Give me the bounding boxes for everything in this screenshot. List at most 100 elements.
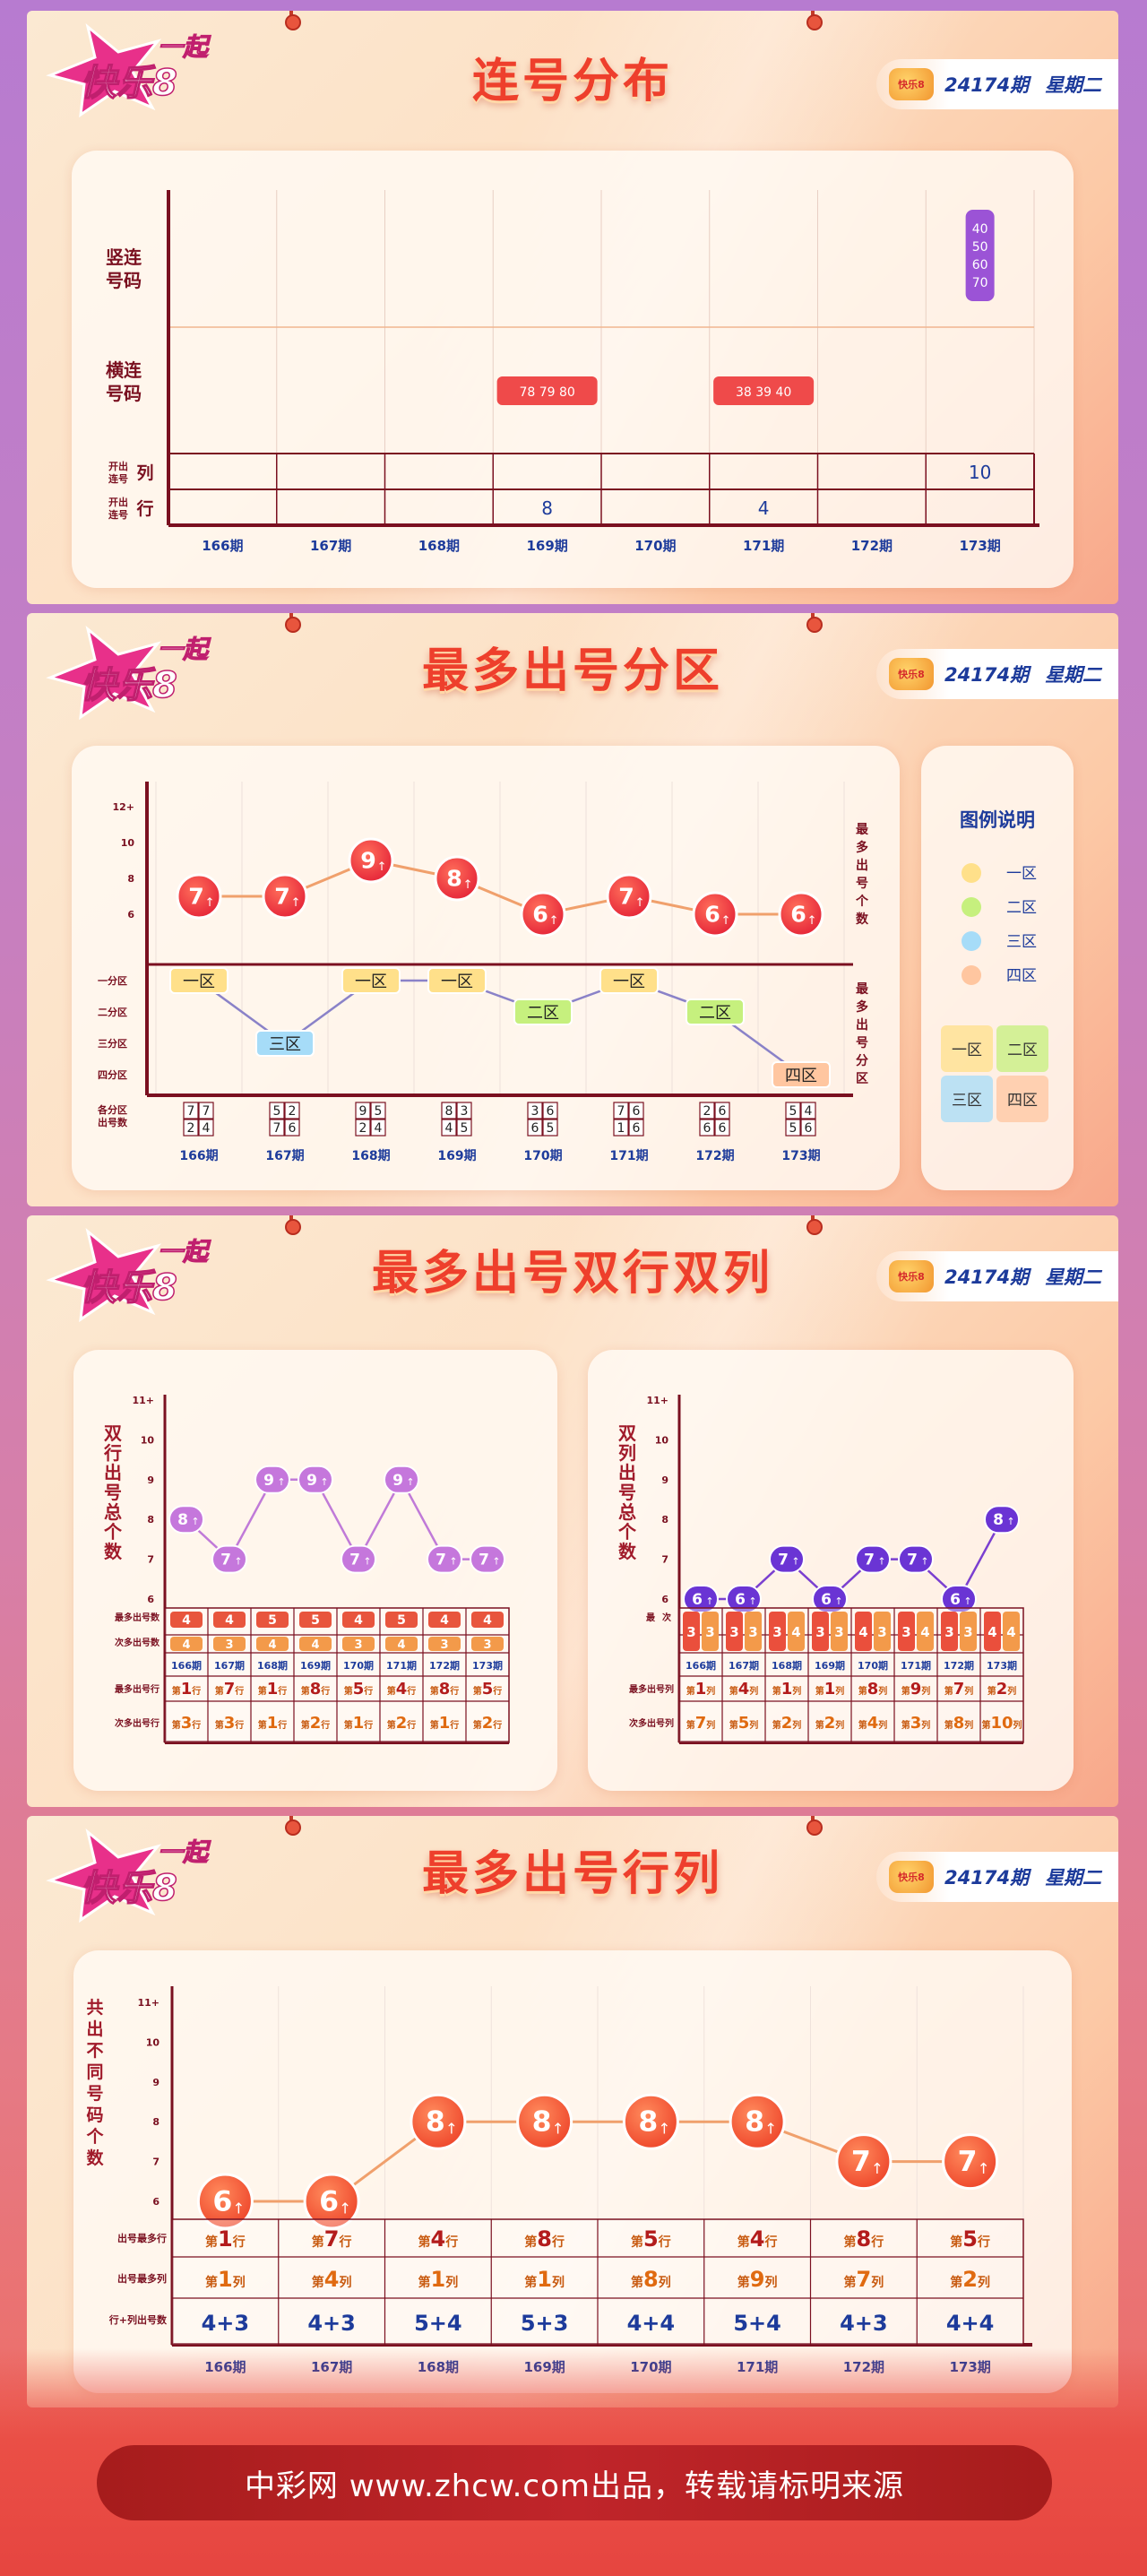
up-arrow-icon: ↑ xyxy=(978,2160,990,2177)
y-axis-label: 个 xyxy=(855,894,869,909)
zone-count-cell xyxy=(542,1119,558,1137)
horizontal-run-numbers: 78 79 80 xyxy=(519,385,574,400)
count-value: 4 xyxy=(1006,1624,1015,1640)
max-rank: 第1行 xyxy=(172,1680,202,1699)
rank-part: 2 xyxy=(781,1714,793,1733)
rank-cell: 第8列 xyxy=(631,2267,671,2292)
count-badge xyxy=(874,1612,891,1651)
up-arrow-icon: ↑ xyxy=(764,2121,777,2138)
second-rank: 第10列 xyxy=(981,1714,1022,1733)
x-tick-label: 167期 xyxy=(214,1659,245,1672)
y-tick-label: 10 xyxy=(655,1434,669,1446)
rank-part: 列 xyxy=(792,1685,801,1697)
zone-count-cell xyxy=(714,1119,730,1137)
rank-part: 第 xyxy=(944,1685,953,1697)
y-axis-label: 行 xyxy=(103,1442,122,1464)
rank-part: 第 xyxy=(418,2275,431,2290)
legend-swatch xyxy=(962,897,981,917)
total-point: 7 ↑ xyxy=(898,1544,934,1574)
rank-part: 第 xyxy=(524,2275,537,2290)
point-value: 6 xyxy=(950,1591,961,1609)
rank-part: 2 xyxy=(310,1714,322,1733)
max-rank: 第1行 xyxy=(258,1680,288,1699)
x-tick-label: 173期 xyxy=(987,1659,1017,1672)
y-axis-label: 总 xyxy=(618,1501,636,1523)
rank-part: 1 xyxy=(267,1680,279,1699)
zone-count-cell xyxy=(800,1119,816,1137)
zone-count-value: 1 xyxy=(617,1121,625,1136)
point-marker xyxy=(434,855,480,902)
rank-part: 行 xyxy=(234,1685,244,1697)
x-tick-label: 173期 xyxy=(781,1149,820,1163)
rank-part: 第 xyxy=(344,1719,353,1731)
rank-part: 行 xyxy=(277,1685,287,1697)
card-double-row: 11+ 10 9 8 7 6 双行出号总个数 8 ↑ 7 ↑ 9 ↑ 9 ↑ 7 ↑ 9 ↑ 7 ↑ 7 ↑ 最多出号数 次多出… xyxy=(73,1350,557,1791)
rank-cell: 第4行 xyxy=(737,2226,778,2252)
kl8-logo: 一起 快乐8 xyxy=(46,1828,212,1923)
svg-text:一起: 一起 xyxy=(158,1237,211,1266)
rank-cell: 第4列 xyxy=(312,2267,352,2292)
y-axis-label: 最 xyxy=(856,822,869,837)
rank-part: 列 xyxy=(1007,1685,1016,1697)
zone-count-cell xyxy=(699,1102,715,1119)
y-tick-label: 6 xyxy=(661,1594,668,1605)
zone-count-value: 2 xyxy=(359,1121,367,1136)
kl8-bag-icon: 快乐8 xyxy=(889,1260,934,1292)
row-label-col-small: 开出 xyxy=(108,460,128,472)
rank-part: 第 xyxy=(844,2235,857,2250)
row-col-sum: 4+4 xyxy=(946,2311,995,2336)
rank-part: 列 xyxy=(552,2275,565,2290)
max-count-point: 7 ↑ xyxy=(176,873,222,920)
point-value: 6 xyxy=(704,901,720,927)
count-badge xyxy=(812,1612,829,1651)
second-rank: 第2行 xyxy=(301,1714,331,1733)
point-marker xyxy=(942,2133,999,2191)
max-count-badge xyxy=(170,1612,203,1628)
issue-badge: 快乐8 24174期 星期二 xyxy=(876,1251,1118,1301)
rank-part: 第 xyxy=(473,1719,482,1731)
total-point: 7 ↑ xyxy=(341,1544,376,1574)
count-value: 4 xyxy=(920,1624,929,1640)
vertical-run-number: 70 xyxy=(972,276,988,290)
rank-part: 第 xyxy=(901,1685,910,1697)
point-value: 9 xyxy=(392,1472,403,1490)
point-value: 9 xyxy=(263,1472,274,1490)
total-point: 7 ↑ xyxy=(855,1544,891,1574)
max-count-point: 8 ↑ xyxy=(434,855,480,902)
rank-part: 第 xyxy=(950,2275,962,2290)
rank-part: 第 xyxy=(387,1719,396,1731)
up-arrow-icon: ↑ xyxy=(920,1556,928,1568)
kl8-bag-icon: 快乐8 xyxy=(889,658,934,690)
max-count-badge xyxy=(299,1612,332,1628)
count-value: 4 xyxy=(791,1624,800,1640)
section4-title: 最多出号行列 xyxy=(421,1847,723,1901)
y-axis-label: 号 xyxy=(104,1482,122,1503)
rank-part: 5 xyxy=(962,2226,978,2252)
rank-part: 1 xyxy=(267,1714,279,1733)
distinct-point: 8 ↑ xyxy=(729,2093,786,2150)
weekday: 星期二 xyxy=(1045,1266,1102,1288)
x-tick-label: 171期 xyxy=(386,1659,417,1672)
x-tick-label: 168期 xyxy=(772,1659,802,1672)
row-label: 最 xyxy=(646,1612,656,1623)
count-badge xyxy=(702,1612,719,1651)
rank-part: 第 xyxy=(987,1685,996,1697)
section2-title: 最多出号分区 xyxy=(421,644,723,698)
rank-part: 第 xyxy=(312,2235,324,2250)
x-tick-label: 172期 xyxy=(944,1659,974,1672)
max-count-point: 7 ↑ xyxy=(606,873,652,920)
distinct-point: 8 ↑ xyxy=(410,2093,467,2150)
rank-cell: 第2列 xyxy=(950,2267,990,2292)
second-count-value: 4 xyxy=(182,1638,190,1652)
max-count-badge xyxy=(256,1612,289,1628)
point-value: 6 xyxy=(790,901,806,927)
max-rank: 第2列 xyxy=(987,1680,1017,1699)
rank-cell: 第1列 xyxy=(418,2267,459,2292)
x-tick-label: 168期 xyxy=(351,1149,390,1163)
zone-badge-label: 二区 xyxy=(699,1004,731,1023)
max-count-value: 5 xyxy=(397,1613,406,1628)
point-marker xyxy=(622,2093,679,2150)
legend-swatch xyxy=(962,863,981,883)
horizontal-run-badge xyxy=(496,376,598,405)
point-marker xyxy=(683,1585,719,1613)
